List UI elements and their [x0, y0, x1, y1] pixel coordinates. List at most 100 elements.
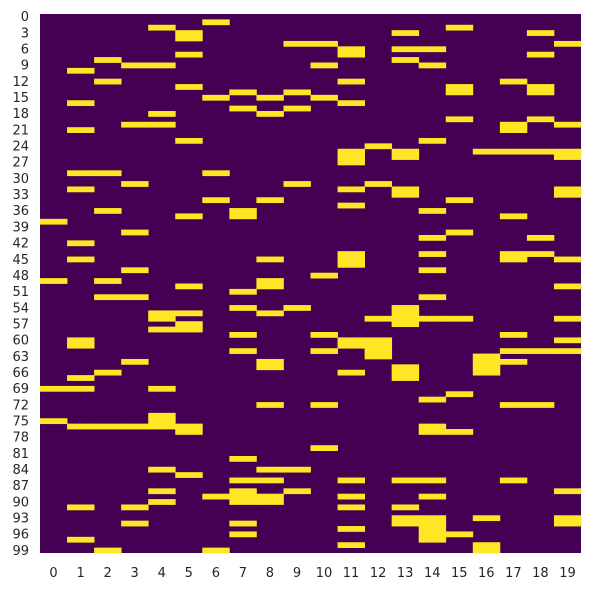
heatmap-cell-r89-c6	[202, 493, 230, 500]
heatmap-cell-r65-c16	[472, 364, 501, 371]
x-tick-label-11: 11	[343, 566, 360, 581]
heatmap-cell-r25-c11	[337, 148, 365, 155]
heatmap-cell-r55-c5	[175, 310, 203, 317]
heatmap-cell-r36-c2	[94, 208, 122, 214]
heatmap-cell-r86-c14	[418, 477, 447, 484]
heatmap-cell-r82-c7	[229, 455, 257, 462]
heatmap-cell-r66-c13	[391, 369, 420, 376]
heatmap-cell-r8-c2	[94, 57, 122, 63]
heatmap-cell-r90-c4	[148, 499, 176, 505]
heatmap-cell-r7-c18	[526, 51, 555, 58]
heatmap-cell-r32-c19	[553, 186, 582, 193]
heatmap-cell-r23-c14	[418, 137, 447, 144]
x-tick-label-2: 2	[103, 566, 111, 581]
heatmap-cell-r14-c9	[283, 89, 311, 96]
heatmap-cell-r77-c15	[445, 429, 474, 435]
x-tick-label-7: 7	[239, 566, 247, 581]
heatmap-cell-r34-c6	[202, 197, 230, 204]
heatmap-cell-r86-c8	[256, 477, 284, 484]
heatmap-cell-r88-c4	[148, 488, 176, 495]
heatmap-cell-r21-c17	[499, 127, 528, 133]
x-tick-label-10: 10	[316, 566, 333, 581]
heatmap-cell-r7-c5	[175, 51, 203, 58]
heatmap-cell-r18-c4	[148, 111, 176, 117]
heatmap-cell-r88-c7	[229, 488, 257, 495]
heatmap-cell-r80-c10	[310, 445, 338, 451]
heatmap-cell-r32-c13	[391, 186, 420, 193]
heatmap-cell-r91-c1	[67, 504, 95, 511]
heatmap-cell-r49-c8	[256, 278, 284, 284]
y-tick-label-42: 42	[12, 237, 29, 252]
heatmap-cell-r3-c5	[175, 30, 203, 36]
y-tick-label-87: 87	[12, 479, 29, 494]
heatmap-cell-r9-c3	[121, 62, 149, 69]
x-tick-label-3: 3	[131, 566, 139, 581]
y-tick-label-15: 15	[12, 91, 29, 106]
heatmap-cell-r62-c17	[499, 348, 528, 354]
heatmap-cell-r84-c9	[283, 466, 311, 473]
heatmap-cell-r41-c14	[418, 234, 447, 241]
heatmap-cell-r62-c19	[553, 348, 582, 354]
heatmap-cell-r29-c1	[67, 170, 95, 177]
heatmap-cell-r72-c17	[499, 402, 528, 408]
heatmap-cell-r76-c14	[418, 423, 447, 430]
heatmap-cell-r9-c14	[418, 62, 447, 69]
heatmap-cell-r62-c18	[526, 348, 555, 354]
heatmap-cell-r10-c1	[67, 67, 95, 74]
heatmap-cell-r54-c13	[391, 305, 420, 311]
heatmap-cell-r55-c13	[391, 310, 420, 317]
heatmap-cell-r57-c5	[175, 321, 203, 328]
heatmap-cell-r44-c11	[337, 251, 365, 257]
heatmap-cell-r36-c7	[229, 208, 257, 214]
heatmap-cell-r52-c14	[418, 294, 447, 301]
y-tick-label-45: 45	[12, 253, 29, 268]
heatmap-cell-r57-c13	[391, 321, 420, 328]
y-tick-label-66: 66	[12, 366, 29, 381]
heatmap-cell-r15-c8	[256, 94, 284, 101]
heatmap-cell-r14-c15	[445, 89, 474, 96]
heatmap-cell-r23-c5	[175, 137, 203, 144]
heatmap-cell-r63-c12	[364, 353, 393, 360]
y-tick-label-90: 90	[12, 495, 29, 510]
heatmap-background	[40, 14, 581, 553]
heatmap-cell-r35-c11	[337, 202, 365, 209]
heatmap-cell-r34-c8	[256, 197, 284, 204]
heatmap-cell-r34-c15	[445, 197, 474, 204]
y-tick-label-27: 27	[12, 156, 29, 171]
y-tick-label-93: 93	[12, 511, 29, 526]
heatmap-cell-r14-c18	[526, 89, 555, 96]
heatmap-cell-r25-c13	[391, 148, 420, 155]
heatmap-cell-r9-c4	[148, 62, 176, 69]
heatmap-cell-r56-c15	[445, 315, 474, 322]
heatmap-cell-r60-c19	[553, 337, 582, 344]
heatmap-cell-r24-c12	[364, 143, 393, 150]
heatmap-cell-r90-c8	[256, 499, 284, 505]
y-tick-label-0: 0	[21, 10, 29, 25]
x-tick-label-19: 19	[559, 566, 576, 581]
heatmap-cell-r19-c18	[526, 116, 555, 123]
heatmap-cell-r91-c11	[337, 504, 365, 511]
heatmap-cell-r98-c11	[337, 542, 365, 549]
y-tick-label-51: 51	[12, 285, 29, 300]
heatmap-cell-r20-c3	[121, 121, 149, 128]
heatmap-cell-r47-c14	[418, 267, 447, 274]
heatmap-cell-r2-c15	[445, 24, 474, 31]
heatmap-cell-r64-c3	[121, 358, 149, 365]
y-tick-label-72: 72	[12, 398, 29, 413]
heatmap-cell-r93-c16	[472, 515, 501, 522]
heatmap-cell-r93-c14	[418, 515, 447, 522]
heatmap-cell-r45-c19	[553, 256, 582, 263]
heatmap-cell-r12-c2	[94, 78, 122, 85]
heatmap-cell-r25-c19	[553, 148, 582, 155]
y-tick-label-75: 75	[12, 414, 29, 429]
heatmap-cell-r64-c16	[472, 358, 501, 365]
y-tick-label-36: 36	[12, 204, 29, 219]
heatmap-cell-r72-c10	[310, 402, 338, 408]
heatmap-cell-r38-c0	[40, 218, 68, 225]
heatmap-cell-r9-c10	[310, 62, 338, 69]
heatmap-cell-r31-c12	[364, 181, 393, 187]
heatmap-cell-r25-c16	[472, 148, 501, 155]
heatmap-cell-r19-c15	[445, 116, 474, 123]
heatmap-cell-r59-c10	[310, 332, 338, 338]
heatmap-cell-r8-c13	[391, 57, 420, 63]
